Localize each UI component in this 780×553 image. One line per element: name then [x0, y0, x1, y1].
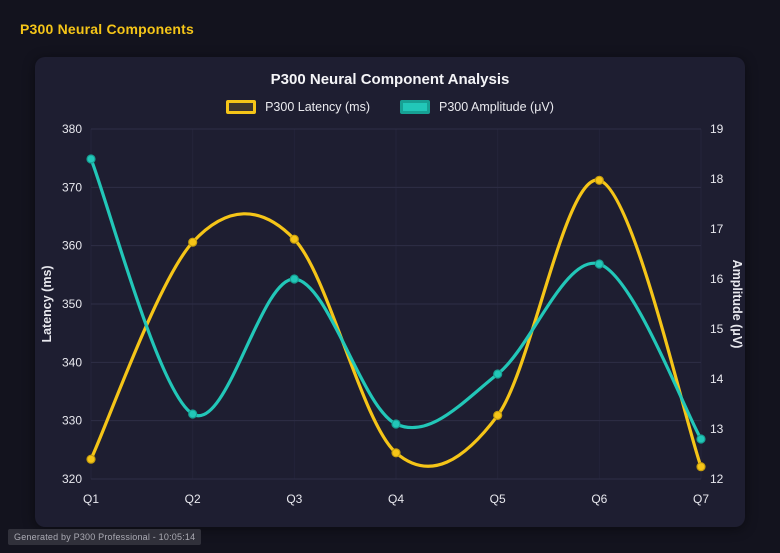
svg-text:Q2: Q2	[185, 492, 201, 506]
line-chart-canvas[interactable]: 320 330 340 350 360 370 380 12 13 14 15 16 17 18 19 Q1 Q…	[35, 117, 745, 517]
svg-text:Q5: Q5	[490, 492, 506, 506]
svg-text:15: 15	[710, 322, 724, 336]
legend-label-latency: P300 Latency (ms)	[265, 100, 370, 114]
svg-text:Latency (ms): Latency (ms)	[40, 265, 54, 342]
svg-text:Q6: Q6	[591, 492, 607, 506]
svg-text:13: 13	[710, 422, 724, 436]
svg-text:380: 380	[62, 122, 82, 136]
svg-text:Q4: Q4	[388, 492, 404, 506]
svg-text:14: 14	[710, 372, 724, 386]
legend-label-amplitude: P300 Amplitude (μV)	[439, 100, 554, 114]
chart-title: P300 Neural Component Analysis	[270, 71, 510, 88]
svg-text:Q3: Q3	[286, 492, 302, 506]
chart-panel: P300 Neural Component Analysis P300 Late…	[35, 57, 745, 527]
chart-legend: P300 Latency (ms) P300 Amplitude (μV)	[35, 99, 745, 115]
footer-watermark: Generated by P300 Professional - 10:05:1…	[8, 529, 202, 545]
svg-text:Q7: Q7	[693, 492, 709, 506]
page-heading: P300 Neural Components	[20, 21, 194, 37]
svg-text:340: 340	[62, 355, 82, 369]
legend-swatch-latency-icon	[226, 100, 257, 114]
svg-text:Amplitude (μV): Amplitude (μV)	[730, 260, 744, 349]
svg-text:370: 370	[62, 180, 82, 194]
svg-text:18: 18	[710, 172, 724, 186]
svg-text:Q1: Q1	[83, 492, 99, 506]
svg-text:330: 330	[62, 414, 82, 428]
svg-text:360: 360	[62, 239, 82, 253]
legend-item-amplitude[interactable]: P300 Amplitude (μV)	[400, 100, 554, 114]
legend-item-latency[interactable]: P300 Latency (ms)	[226, 100, 370, 114]
svg-text:350: 350	[62, 297, 82, 311]
svg-text:320: 320	[62, 472, 82, 486]
legend-swatch-amplitude-icon	[400, 100, 430, 114]
svg-text:12: 12	[710, 472, 724, 486]
svg-text:17: 17	[710, 222, 724, 236]
svg-text:19: 19	[710, 122, 724, 136]
svg-text:16: 16	[710, 272, 724, 286]
